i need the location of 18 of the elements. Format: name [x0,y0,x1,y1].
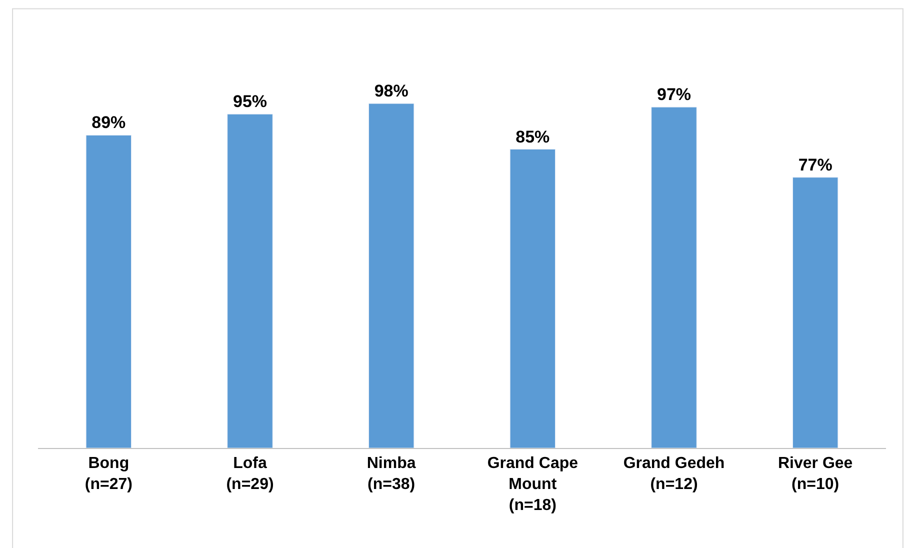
data-label: 77% [798,155,832,174]
x-tick-label: Lofa (n=29) [226,455,274,493]
x-tick-label: Nimba (n=38) [366,455,416,493]
bar [86,134,132,448]
x-tick-label: Grand Gedeh (n=12) [623,455,725,493]
data-label: 98% [374,82,408,101]
bar [792,177,838,448]
bar [368,103,414,448]
bar [227,114,273,448]
x-tick-label: Bong (n=27) [84,455,132,493]
x-tick-label: River Gee (n=10) [778,455,853,493]
bar [510,149,556,448]
data-label: 97% [656,85,692,104]
data-label: 95% [232,92,268,112]
data-label: 89% [92,113,126,132]
bar [651,106,697,448]
x-tick-label: Grand Cape Mount (n=18) [487,455,578,514]
data-label: 85% [516,127,550,146]
